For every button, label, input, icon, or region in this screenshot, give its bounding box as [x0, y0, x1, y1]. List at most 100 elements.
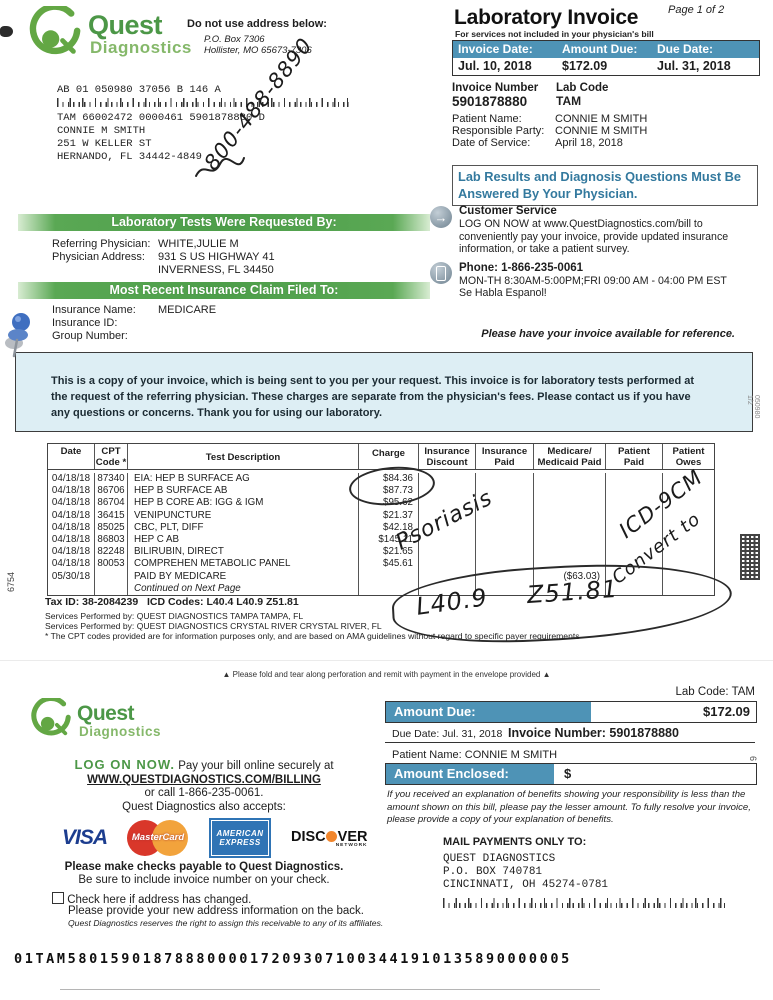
stub-invoice-number: Invoice Number: 5901878880 [508, 726, 679, 740]
discover-o-icon [326, 831, 338, 842]
amount-enclosed-bar: Amount Enclosed: $ [385, 763, 757, 785]
referring-physician-row: Referring Physician: WHITE,JULIE M [52, 238, 422, 251]
table-row: 04/18/18 86704 HEP B CORE AB: IGG & IGM $95… [48, 497, 714, 510]
table-row: 04/18/18 82248 BILIRUBIN, DIRECT $21.65 [48, 546, 714, 559]
amount-due-value: $172.09 [562, 59, 608, 73]
patient-name-row: Patient Name: CONNIE M SMITH [452, 113, 752, 126]
amount-enclosed-label: Amount Enclosed: [386, 764, 554, 784]
page-number: Page 1 of 2 [668, 4, 725, 16]
phone-hours: MON-TH 8:30AM-5:00PM;FRI 09:00 AM - 04:0… [459, 275, 727, 287]
customer-service-body[interactable]: LOG ON NOW at www.QuestDiagnostics.com/b… [459, 218, 729, 255]
physician-address-label: Physician Address: [52, 251, 145, 263]
mail-sort-line: AB 01 050980 37056 B 146 A [57, 84, 221, 96]
quest-logo-icon [30, 695, 72, 745]
table-row-continued: Continued on Next Page [48, 582, 714, 595]
scan-artifact [0, 26, 13, 37]
physician-address-line2: INVERNESS, FL 34450 [158, 264, 274, 276]
invoice-summary-box: Invoice Date: Amount Due: Due Date: Jul.… [452, 40, 760, 76]
address-change-line2: Please provide your new address informat… [68, 905, 364, 917]
patient-name-label: Patient Name: [452, 113, 522, 125]
date-of-service-value: April 18, 2018 [555, 137, 623, 149]
table-row: 04/18/18 86803 HEP C AB $145.11 [48, 533, 714, 547]
mail-address-city: CINCINNATI, OH 45274-0781 [443, 879, 609, 891]
stub-divider [385, 742, 755, 744]
stub-amount-due-value: $172.09 [591, 702, 756, 722]
stub-patient-name: Patient Name: CONNIE M SMITH [392, 749, 558, 761]
phone-glyph [436, 265, 446, 281]
accepts-text: Quest Diagnostics also accepts: [122, 800, 286, 813]
requested-by-banner: Laboratory Tests Were Requested By: [18, 214, 430, 231]
responsible-party-value: CONNIE M SMITH [555, 125, 648, 137]
physician-address-row: Physician Address: 931 S US HIGHWAY 41 [52, 251, 422, 264]
logon-line: LOG ON NOW. Pay your bill online securel… [38, 758, 370, 774]
table-row: 04/18/18 36415 VENIPUNCTURE $21.37 [48, 509, 714, 522]
physician-notice-box: Lab Results and Diagnosis Questions Must… [452, 165, 758, 207]
referring-physician-value: WHITE,JULIE M [158, 238, 239, 250]
pay-online-text: Pay your bill online securely at [175, 760, 334, 772]
reference-note: Please have your invoice available for r… [481, 328, 735, 340]
col-header-patient-paid: Patient Paid [606, 444, 663, 469]
scan-stub-code: 6 [748, 756, 758, 762]
patient-name-value: CONNIE M SMITH [555, 113, 648, 125]
card-logos-row: VISA MasterCard AMERICAN EXPRESS DISC VE… [62, 818, 368, 858]
quest-logo-icon [28, 3, 82, 65]
scan-right-code: 050980 1/2 [746, 395, 760, 419]
billing-url-link[interactable]: WWW.QUESTDIAGNOSTICS.COM/BILLING [87, 773, 321, 786]
tax-id: Tax ID: 38-2084239 ICD Codes: L40.4 L40.… [45, 596, 299, 608]
copy-notice-box: This is a copy of your invoice, which is… [15, 352, 753, 432]
referring-physician-label: Referring Physician: [52, 238, 151, 250]
col-header-ins-discount: Insurance Discount [419, 444, 476, 469]
due-date-value: Jul. 31, 2018 [657, 59, 731, 73]
affiliates-note: Quest Diagnostics reserves the right to … [68, 918, 384, 928]
address-barcode [57, 98, 349, 107]
pushpin-icon [5, 313, 30, 358]
invoice-number-label: Invoice Number [452, 82, 539, 94]
stub-amount-due-label: Amount Due: [386, 702, 591, 722]
logon-text: LOG ON NOW. [74, 757, 176, 772]
perforation-note: ▲ Please fold and tear along perforation… [222, 670, 551, 679]
stub-lab-code: Lab Code: TAM [675, 686, 755, 698]
scan-edge-line [60, 989, 600, 990]
amount-due-label: Amount Due: [562, 42, 638, 56]
discover-logo: DISC VER NETWORK [291, 828, 368, 848]
date-of-service-label: Date of Service: [452, 137, 531, 149]
services-line-2: Services Performed by: QUEST DIAGNOSTICS… [45, 621, 382, 631]
phone-spanish: Se Habla Espanol! [459, 287, 547, 299]
visa-logo: VISA [62, 826, 108, 849]
logon-block: LOG ON NOW. Pay your bill online securel… [38, 758, 370, 814]
recipient-name: CONNIE M SMITH [57, 125, 146, 137]
invoice-date-value: Jul. 10, 2018 [458, 59, 532, 73]
include-invoice-line: Be sure to include invoice number on you… [78, 874, 330, 886]
group-number-label: Group Number: [52, 330, 128, 342]
mastercard-logo: MasterCard [127, 819, 189, 857]
responsible-party-row: Responsible Party: CONNIE M SMITH [452, 125, 752, 138]
checks-payable-line: Please make checks payable to Quest Diag… [64, 861, 344, 873]
account-line: TAM 66002472 0000461 5901878880 D [57, 112, 265, 124]
amount-enclosed-field[interactable]: $ [554, 764, 756, 784]
insurance-banner: Most Recent Insurance Claim Filed To: [18, 282, 430, 299]
date-of-service-row: Date of Service: April 18, 2018 [452, 137, 752, 150]
col-header-cpt: CPT Code * [95, 444, 128, 469]
invoice-date-label: Invoice Date: [458, 42, 533, 56]
remit-barcode [443, 898, 725, 908]
insurance-name-row: Insurance Name: MEDICARE [52, 304, 422, 317]
stub-due-date: Due Date: Jul. 31, 2018 [392, 728, 503, 740]
physician-address-line1: 931 S US HIGHWAY 41 [158, 251, 275, 263]
responsible-party-label: Responsible Party: [452, 125, 545, 137]
address-change-label: Check here if address has changed. [67, 894, 252, 906]
phone-number: Phone: 1-866-235-0061 [459, 262, 584, 274]
summary-header-bar: Invoice Date: Amount Due: Due Date: [453, 41, 759, 58]
qr-barcode-icon [740, 534, 760, 580]
lab-code-label: Lab Code [556, 82, 609, 94]
customer-service-icon: → [430, 206, 452, 228]
due-date-label: Due Date: [657, 42, 714, 56]
amex-logo: AMERICAN EXPRESS [209, 818, 272, 858]
mail-address-po: P.O. BOX 740781 [443, 866, 543, 878]
invoice-number-value: 5901878880 [452, 94, 528, 109]
col-header-medicare-paid: Medicare/Medicaid Paid [534, 444, 606, 469]
brand-subname: Diagnostics [90, 38, 192, 57]
mail-address-name: QUEST DIAGNOSTICS [443, 853, 556, 865]
address-change-checkbox[interactable] [52, 892, 64, 904]
table-row: 04/18/18 86706 HEP B SURFACE AB $87.73 [48, 485, 714, 498]
